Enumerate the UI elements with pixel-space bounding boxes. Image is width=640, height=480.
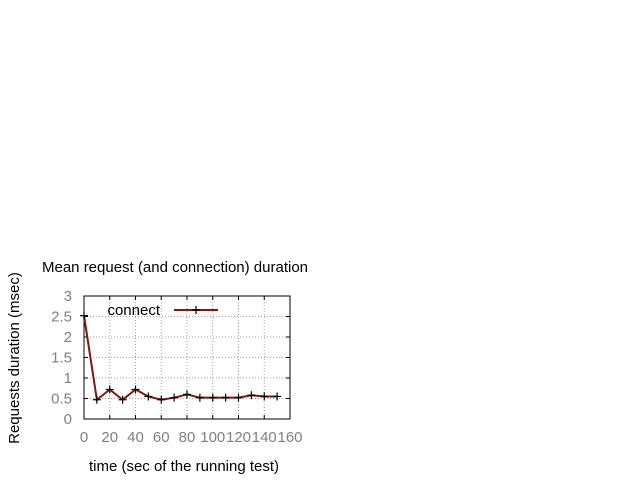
axis-ticks xyxy=(83,295,291,420)
y-tick-labels: 0 0.5 1 1.5 2 2.5 3 xyxy=(51,288,72,428)
data-point xyxy=(260,392,269,401)
data-point xyxy=(92,395,101,404)
x-tick-label: 40 xyxy=(127,429,144,446)
y-tick-label: 2.5 xyxy=(51,309,72,326)
data-point xyxy=(247,391,256,400)
x-tick-label: 160 xyxy=(277,429,302,446)
y-tick-label: 1 xyxy=(64,370,72,387)
data-point xyxy=(195,393,204,402)
x-tick-label: 100 xyxy=(200,429,225,446)
x-tick-label: 80 xyxy=(179,429,196,446)
data-point xyxy=(170,393,179,402)
y-tick-label: 0 xyxy=(64,411,72,428)
y-tick-label: 1.5 xyxy=(51,350,72,367)
data-point xyxy=(183,390,191,399)
y-tick-label: 2 xyxy=(64,329,72,346)
series-line-connect xyxy=(83,315,278,402)
data-point xyxy=(105,385,114,394)
x-tick-label: 120 xyxy=(226,429,251,446)
x-tick-label: 60 xyxy=(153,429,170,446)
data-point xyxy=(131,385,140,394)
y-tick-label: 0.5 xyxy=(51,391,72,408)
series-group xyxy=(80,311,282,404)
data-point xyxy=(221,393,230,402)
data-point xyxy=(234,393,243,402)
data-point xyxy=(208,393,217,402)
y-tick-label: 3 xyxy=(64,288,72,305)
data-point xyxy=(80,311,88,320)
data-point xyxy=(157,395,166,404)
x-tick-label: 0 xyxy=(80,429,88,446)
chart-title: Mean request (and connection) duration xyxy=(42,259,308,276)
x-tick-labels: 0 20 40 60 80 100 120 140 160 xyxy=(80,429,303,446)
y-axis-label: Requests duration (msec) xyxy=(6,272,23,444)
data-point xyxy=(118,395,127,404)
legend-marker-connect xyxy=(192,306,200,314)
data-point xyxy=(144,392,153,401)
data-point xyxy=(273,392,282,401)
x-axis-label: time (sec of the running test) xyxy=(89,458,279,475)
x-tick-label: 140 xyxy=(252,429,277,446)
legend: connect xyxy=(107,302,218,319)
x-tick-label: 20 xyxy=(101,429,118,446)
legend-label-connect: connect xyxy=(107,302,160,319)
